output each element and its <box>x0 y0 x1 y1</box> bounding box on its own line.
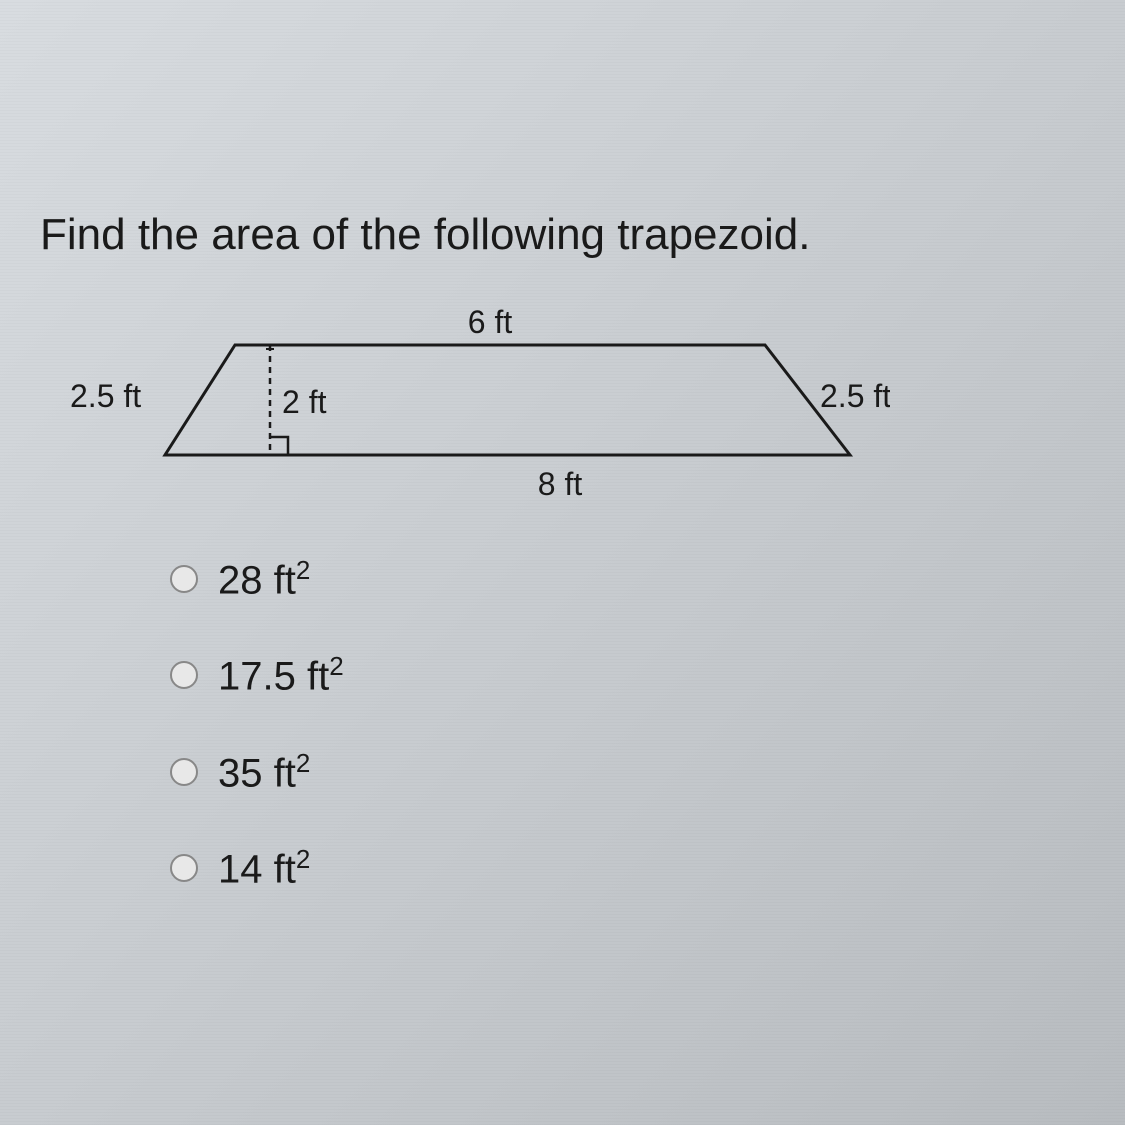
left-side-label: 2.5 ft <box>70 378 141 414</box>
trapezoid-svg: 6 ft 8 ft 2.5 ft 2.5 ft 2 ft <box>70 305 890 505</box>
answer-label: 28 ft2 <box>218 555 310 603</box>
answer-options-list: 28 ft2 17.5 ft2 35 ft2 14 ft2 <box>170 555 1085 892</box>
trapezoid-diagram: 6 ft 8 ft 2.5 ft 2.5 ft 2 ft <box>70 305 890 505</box>
radio-icon <box>170 565 198 593</box>
right-angle-marker <box>270 437 288 455</box>
question-text: Find the area of the following trapezoid… <box>40 210 1085 260</box>
answer-option-2[interactable]: 35 ft2 <box>170 748 1085 796</box>
radio-icon <box>170 854 198 882</box>
answer-label: 14 ft2 <box>218 844 310 892</box>
bottom-base-label: 8 ft <box>538 466 583 502</box>
trapezoid-shape <box>165 345 850 455</box>
answer-option-0[interactable]: 28 ft2 <box>170 555 1085 603</box>
radio-icon <box>170 661 198 689</box>
top-base-label: 6 ft <box>468 305 513 340</box>
answer-option-3[interactable]: 14 ft2 <box>170 844 1085 892</box>
radio-icon <box>170 758 198 786</box>
question-container: Find the area of the following trapezoid… <box>0 0 1125 970</box>
height-label: 2 ft <box>282 384 327 420</box>
answer-label: 17.5 ft2 <box>218 651 344 699</box>
answer-option-1[interactable]: 17.5 ft2 <box>170 651 1085 699</box>
answer-label: 35 ft2 <box>218 748 310 796</box>
right-side-label: 2.5 ft <box>820 378 890 414</box>
